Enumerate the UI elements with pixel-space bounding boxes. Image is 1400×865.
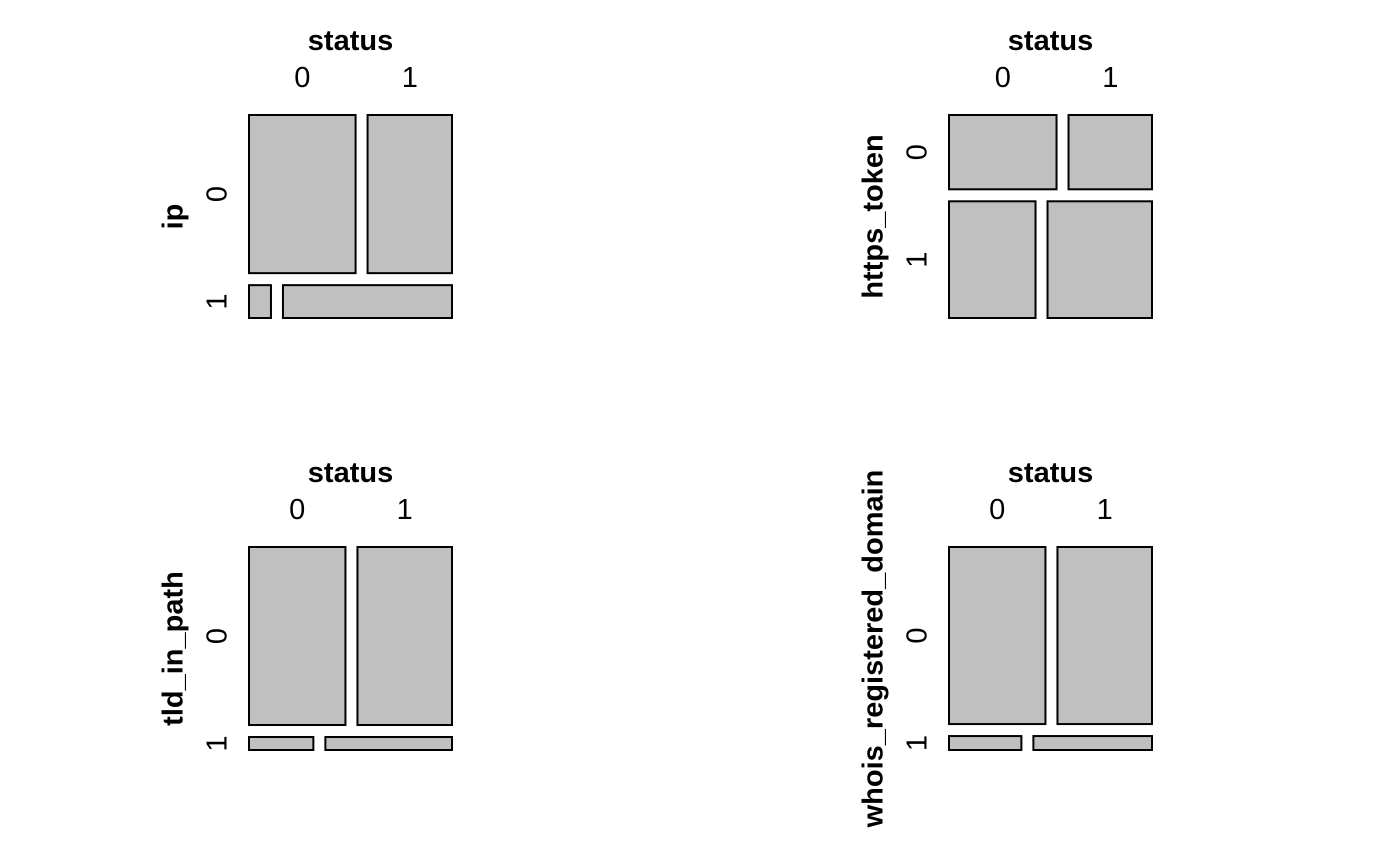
y-tick-label: 1: [902, 252, 934, 268]
x-axis-title: status: [308, 25, 393, 57]
y-tick-label: 0: [202, 186, 234, 202]
mosaic-tile-row0-col1: [356, 546, 453, 727]
mosaic-tile-row1-col0: [948, 735, 1023, 752]
mosaic-tile-row0-col0: [948, 114, 1058, 191]
mosaic-tile-row0-col0: [948, 546, 1047, 726]
x-axis-title: status: [308, 457, 393, 489]
mosaic-tile-row1-col1: [1046, 200, 1153, 319]
mosaic-tile-row1-col0: [248, 284, 272, 320]
mosaic-tile-row1-col1: [1032, 735, 1154, 752]
x-tick-label: 0: [294, 62, 310, 94]
mosaic-tile-row1-col0: [948, 200, 1037, 319]
mosaic-tile-row0-col0: [248, 546, 347, 727]
x-axis-title: status: [1008, 457, 1093, 489]
x-tick-label: 1: [1102, 62, 1118, 94]
y-axis-title: https_token: [858, 134, 890, 298]
mosaic-panel-ip: status 0 1 0 1 ip: [158, 25, 453, 320]
x-axis-title: status: [1008, 25, 1093, 57]
mosaic-tile-row1-col1: [324, 736, 454, 752]
y-tick-label: 0: [902, 627, 934, 643]
y-tick-label: 0: [202, 628, 234, 644]
mosaic-tile-row1-col1: [281, 284, 453, 320]
mosaic-tile-row0-col1: [1067, 114, 1153, 191]
mosaic-tile-row0-col1: [1056, 546, 1153, 726]
mosaic-tile-row0-col0: [248, 114, 357, 275]
mosaic-panel-https_token: status 0 1 0 1 https_token: [858, 25, 1153, 319]
x-tick-label: 0: [989, 494, 1005, 526]
y-tick-label: 1: [902, 735, 934, 751]
mosaic-tile-row1-col0: [248, 736, 315, 752]
mosaic-tile-row0-col1: [366, 114, 453, 275]
x-tick-label: 0: [289, 494, 305, 526]
y-axis-title: whois_registered_domain: [858, 470, 890, 829]
y-tick-label: 0: [902, 144, 934, 160]
x-tick-label: 1: [397, 494, 413, 526]
x-tick-label: 1: [402, 62, 418, 94]
x-tick-label: 1: [1097, 494, 1113, 526]
y-tick-label: 1: [202, 735, 234, 751]
x-tick-label: 0: [995, 62, 1011, 94]
y-axis-title: tld_in_path: [158, 571, 190, 726]
y-tick-label: 1: [202, 294, 234, 310]
y-axis-title: ip: [158, 204, 190, 230]
